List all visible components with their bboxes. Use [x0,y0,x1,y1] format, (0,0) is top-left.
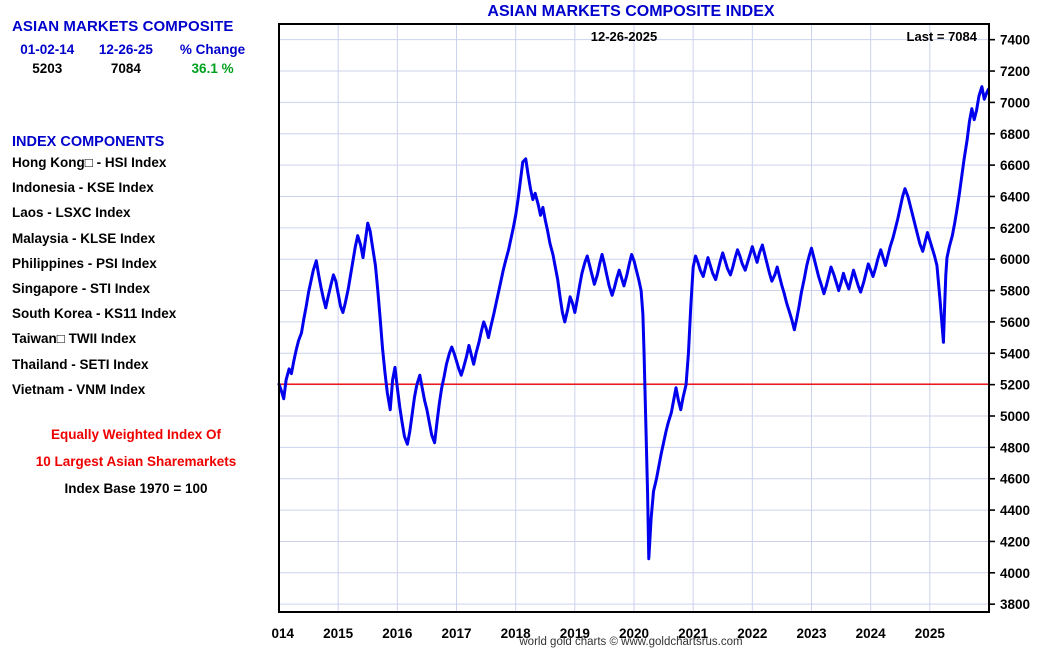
x-axis-tick-label: 2019 [560,626,590,641]
y-axis-tick-label: 5600 [1000,315,1030,330]
x-axis-tick-label: 2025 [915,626,946,641]
stats-header-row: 01-02-14 12-26-25 % Change [8,41,260,61]
chart-date-annotation: 12-26-2025 [591,29,658,44]
x-axis-tick-label: 2022 [737,626,767,641]
stats-value-pct-change: 36.1 % [191,61,234,76]
chart-last-value-annotation: Last = 7084 [907,29,978,44]
y-axis-tick-label: 6000 [1000,252,1030,267]
y-axis-tick-label: 6600 [1000,158,1030,173]
y-axis-tick-label: 6800 [1000,127,1030,142]
y-axis-tick-label: 5800 [1000,284,1030,299]
note-line-3: Index Base 1970 = 100 [64,481,208,496]
note-line-2: 10 Largest Asian Sharemarkets [35,454,237,469]
left-info-panel: ASIAN MARKETS COMPOSITE 01-02-14 12-26-2… [0,0,272,650]
chart-credit: world gold charts © www.goldchartsrus.co… [519,636,743,648]
index-component-item: Taiwan□ TWII Index [12,331,137,347]
y-axis-tick-label: 6400 [1000,189,1030,204]
index-line-series [277,85,990,561]
x-axis-tick-label: 2024 [856,626,887,641]
index-component-item: Thailand - SETI Index [12,356,149,372]
stats-value-end: 7084 [110,61,141,76]
note-line-1: Equally Weighted Index Of [50,427,222,442]
x-axis-tick-label: 2016 [382,626,413,641]
y-axis-tick-label: 7200 [1000,64,1030,79]
x-axis-tick-label: 2017 [441,626,471,641]
x-axis-tick-label: 2015 [323,626,354,641]
panel-title: ASIAN MARKETS COMPOSITE [12,18,234,35]
chart-title: ASIAN MARKETS COMPOSITE INDEX [487,3,775,20]
x-axis-tick-label: 2020 [619,626,649,641]
index-components-list: Hong Kong□ - HSI Index Indonesia - KSE In… [12,154,176,406]
y-axis-tick-label: 6200 [1000,221,1030,236]
y-axis-tick-label: 7000 [1000,95,1030,110]
stats-value-row: 5203 7084 36.1 % [8,61,260,76]
y-axis-tick-label: 5000 [1000,409,1030,424]
y-axis-tick-label: 5400 [1000,346,1030,361]
index-component-item: Hong Kong□ - HSI Index [12,155,167,170]
stats-header-start-date: 01-02-14 [20,42,75,57]
y-axis-tick-label: 3800 [1000,597,1030,612]
x-axis-tick-label: 2023 [796,626,827,641]
stats-value-start: 5203 [32,61,63,76]
x-axis-tick-label: 2014 [272,626,295,641]
index-component-item: Laos - LSXC Index [12,205,131,221]
x-axis-tick-label: 2021 [678,626,709,641]
chart-panel: ASIAN MARKETS COMPOSITE INDEX 3800 4000 42… [272,0,1050,650]
index-component-item: Philippines - PSI Index [12,255,157,271]
index-component-item: Vietnam - VNM Index [12,381,146,397]
y-axis-tick-label: 4600 [1000,472,1030,487]
y-axis-tick-label: 5200 [1000,378,1030,393]
index-component-item: Malaysia - KLSE Index [12,230,156,246]
y-axis-tick-label: 4400 [1000,503,1030,518]
index-component-item: South Korea - KS11 Index [12,306,177,322]
y-axis-tick-label: 7400 [1000,33,1030,48]
index-component-item: Indonesia - KSE Index [12,180,154,196]
y-axis-tick-label: 4200 [1000,534,1030,549]
y-axis-tick-label: 4800 [1000,440,1030,455]
index-components-title: INDEX COMPONENTS [12,134,165,150]
price-chart: 3800 4000 4200 4400 4600 4800 5000 5200 5400 5600… [272,23,1030,641]
stats-header-end-date: 12-26-25 [98,42,153,57]
x-axis-tick-label: 2018 [501,626,532,641]
index-component-item: Singapore - STI Index [12,280,151,296]
stats-header-pct-change: % Change [179,42,246,57]
y-axis-tick-label: 4000 [1000,566,1030,581]
summary-stats-table: 01-02-14 12-26-25 % Change 5203 7084 36.… [8,41,260,76]
